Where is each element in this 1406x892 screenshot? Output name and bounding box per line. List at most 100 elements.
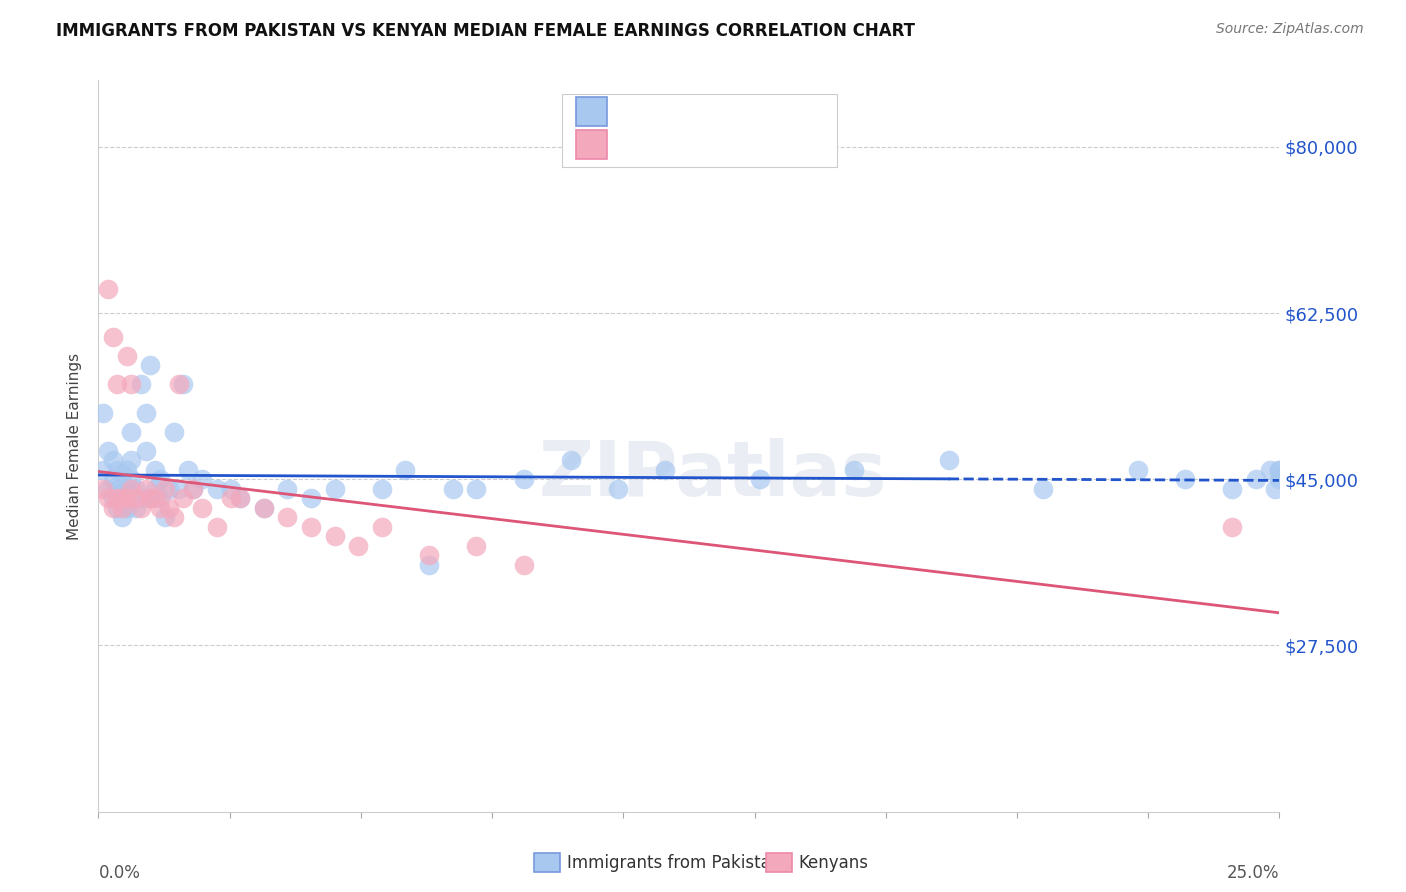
Point [121,482,143,496]
Point [844,463,866,477]
Point [1268,463,1291,477]
Point [97,482,120,496]
Point [1244,472,1267,486]
Point [163,425,186,439]
Point [105,491,128,506]
Point [181,482,204,496]
Point [149,472,172,486]
Point [149,500,172,515]
Point [253,500,276,515]
Point [1268,463,1291,477]
Point [129,500,152,515]
Point [1220,520,1243,534]
Point [129,491,152,506]
Point [115,463,138,477]
Point [97,443,120,458]
Text: 0.0%: 0.0% [98,864,141,882]
Point [1220,482,1243,496]
Point [172,377,194,392]
Point [441,482,464,496]
Point [135,482,157,496]
Point [111,500,134,515]
Point [172,491,194,506]
Point [229,491,252,506]
Point [371,520,394,534]
Point [1126,463,1149,477]
Point [125,482,148,496]
Point [163,510,186,524]
Point [938,453,960,467]
Point [371,482,394,496]
Point [219,491,242,506]
Point [101,472,124,486]
Point [1174,472,1197,486]
Point [111,467,134,482]
Point [181,482,204,496]
Point [1032,482,1054,496]
Point [1268,472,1291,486]
Text: N = 68: N = 68 [720,103,782,120]
Point [276,482,298,496]
Point [394,463,416,477]
Text: N = 39: N = 39 [720,136,782,153]
Point [153,482,176,496]
Point [167,377,190,392]
Text: IMMIGRANTS FROM PAKISTAN VS KENYAN MEDIAN FEMALE EARNINGS CORRELATION CHART: IMMIGRANTS FROM PAKISTAN VS KENYAN MEDIA… [56,22,915,40]
Point [101,500,124,515]
Text: -0.096: -0.096 [652,136,711,153]
Point [115,491,138,506]
Point [101,453,124,467]
Text: 0.033: 0.033 [658,103,710,120]
Text: R =: R = [616,103,647,120]
Point [121,377,143,392]
Text: R =: R = [616,136,647,153]
Point [111,486,134,500]
Point [465,482,488,496]
Point [323,482,346,496]
Point [111,510,134,524]
Point [512,472,534,486]
Point [121,472,143,486]
Point [418,548,440,562]
Point [143,482,166,496]
Text: Kenyans: Kenyans [799,854,869,871]
Point [91,482,114,496]
Point [139,358,162,372]
Point [157,482,180,496]
Point [253,500,276,515]
Point [512,558,534,572]
Point [560,453,582,467]
Point [111,491,134,506]
Point [135,443,157,458]
Point [153,510,176,524]
Point [115,482,138,496]
Point [121,453,143,467]
Text: Source: ZipAtlas.com: Source: ZipAtlas.com [1216,22,1364,37]
Point [115,349,138,363]
Point [167,482,190,496]
Text: ZIPatlas: ZIPatlas [538,438,887,512]
Point [191,472,214,486]
Point [229,491,252,506]
Point [121,425,143,439]
Point [91,463,114,477]
Point [135,406,157,420]
Point [323,529,346,543]
Point [91,406,114,420]
Point [748,472,770,486]
Point [1258,463,1281,477]
Text: 25.0%: 25.0% [1227,864,1279,882]
Point [654,463,676,477]
Point [177,463,200,477]
Point [465,539,488,553]
Y-axis label: Median Female Earnings: Median Female Earnings [67,352,83,540]
Point [101,491,124,506]
Point [105,463,128,477]
Point [129,377,152,392]
Point [101,330,124,344]
Point [205,482,228,496]
Point [139,491,162,506]
Point [219,482,242,496]
Point [157,500,180,515]
Point [97,282,120,296]
